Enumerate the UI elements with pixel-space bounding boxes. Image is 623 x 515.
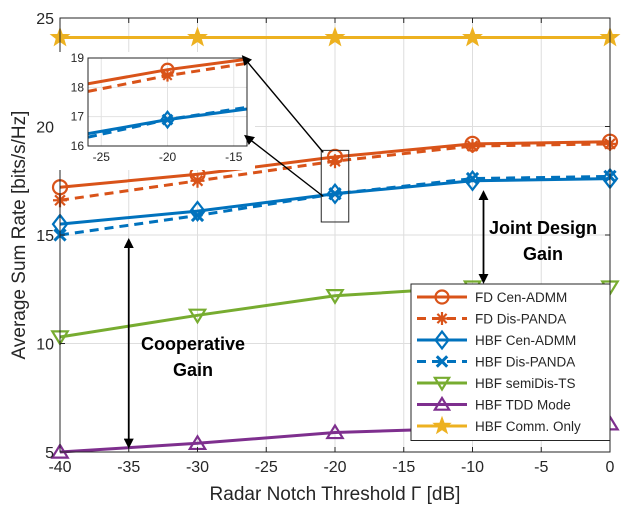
x-marker [161,113,174,126]
triangle-down-marker [187,308,208,325]
y-tick-label: 15 [36,228,54,245]
star-marker [462,26,483,47]
zoom-connector-arrow [244,134,324,197]
joint-design-gain-line-1: Joint Design [489,218,597,238]
joint-design-gain-label: Joint Design Gain [489,218,597,264]
x-tick-label: -10 [461,459,484,476]
zoom-inset: -25 -20 -15 16 17 18 19 [58,51,350,223]
series-layer [49,26,621,459]
inset-y-tick-label: 18 [71,80,85,94]
x-marker [435,355,449,368]
y-axis-label: Average Sum Rate [bits/s/Hz] [9,111,30,360]
legend-item: HBF Comm. Only [417,415,581,435]
circle-marker [464,135,481,152]
series-line [59,177,611,226]
diamond-marker [189,200,206,223]
x-axis-label: Radar Notch Threshold Γ [dB] [210,484,461,505]
triangle-up-marker [432,395,452,411]
diamond-marker [464,169,481,192]
legend-item: FD Dis-PANDA [417,312,566,327]
legend-label: FD Dis-PANDA [475,312,566,327]
inset-x-tick-label: -25 [93,150,111,164]
inset-y-tick-label: 19 [71,51,85,65]
cooperative-gain-line-2: Gain [173,360,213,380]
legend-item: HBF TDD Mode [417,395,571,413]
diamond-marker [434,329,450,351]
triangle-down-marker [325,289,345,305]
diamond-marker [326,182,344,205]
circle-marker [434,289,450,305]
asterisk-marker-stroke [436,313,448,324]
legend-item: FD Cen-ADMM [417,289,567,305]
star-marker [187,26,208,47]
annotations: Joint Design Gain Cooperative Gain [123,190,597,449]
star-marker [432,415,452,435]
triangle-up-marker [50,442,70,459]
asterisk-marker [435,312,449,325]
legend-item: HBF semiDis-TS [417,376,576,392]
legend-label: HBF Cen-ADMM [475,333,576,348]
legend-label: HBF semiDis-TS [475,376,576,391]
inset-series [88,58,247,139]
y-tick-label: 20 [36,120,54,137]
x-tick-label: -25 [255,459,278,476]
inset-y-tick-label: 16 [71,139,85,153]
series-fd-cen-admm [51,133,619,196]
legend-item: HBF Cen-ADMM [417,329,576,351]
x-marker-stroke [161,113,174,126]
x-tick-label: -35 [117,459,140,476]
x-tick-label: -40 [48,459,71,476]
tick-labels: -40 -35 -30 -25 -20 -15 -10 -5 0 5 10 15 20 25 [36,11,614,476]
inset-y-tick-label: 17 [71,110,85,124]
x-tick-label: -30 [186,459,209,476]
legend: FD Cen-ADMM FD Dis-PANDA HBF Cen-ADMM HBF D… [410,283,611,441]
joint-design-gain-line-2: Gain [523,244,563,264]
triangle-down-marker [432,376,452,392]
x-tick-label: 0 [606,459,615,476]
inset-frame [87,57,248,147]
x-tick-label: -15 [392,459,415,476]
x-marker-stroke [435,355,449,368]
legend-item: HBF Dis-PANDA [417,355,575,370]
y-tick-label: 10 [36,337,54,354]
x-tick-label: -5 [534,459,548,476]
cooperative-gain-label: Cooperative Gain [141,334,245,380]
y-tick-label: 25 [36,11,54,28]
zoom-connector-arrow [241,55,324,153]
legend-label: HBF TDD Mode [475,398,571,413]
triangle-up-marker [325,423,345,440]
cooperative-gain-line-1: Cooperative [141,334,245,354]
legend-label: FD Cen-ADMM [475,290,567,305]
asterisk-marker [161,69,174,82]
x-tick-label: -20 [323,459,346,476]
zoom-region-box [320,149,350,223]
y-tick-label: 5 [45,445,54,462]
inset-x-tick-label: -15 [225,150,243,164]
asterisk-marker-stroke [162,70,173,81]
star-marker [324,26,346,47]
legend-label: HBF Dis-PANDA [475,355,575,370]
legend-label: HBF Comm. Only [475,419,581,434]
inset-x-tick-label: -20 [159,150,177,164]
series-line [59,140,611,189]
